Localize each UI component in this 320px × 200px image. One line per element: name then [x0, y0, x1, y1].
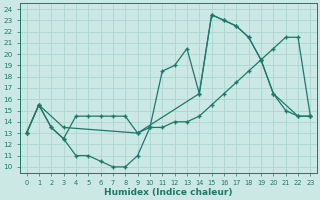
- X-axis label: Humidex (Indice chaleur): Humidex (Indice chaleur): [104, 188, 233, 197]
